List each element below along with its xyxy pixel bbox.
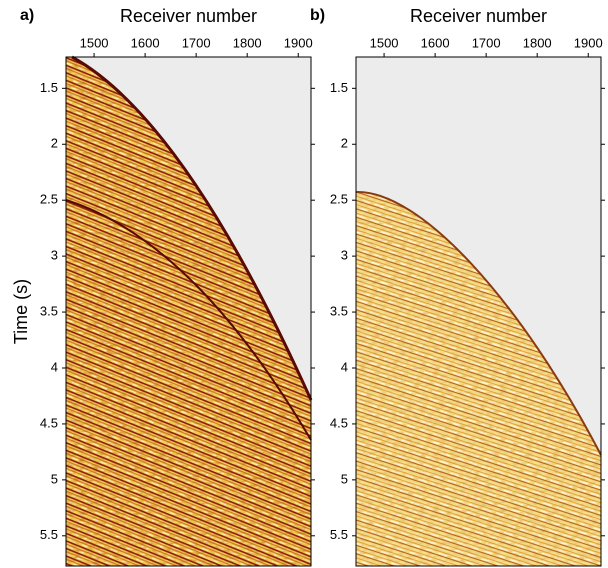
y-tick-label: 1.5	[40, 80, 58, 95]
y-tick-label: 5.5	[40, 527, 58, 542]
x-tick-label: 1700	[472, 35, 501, 50]
plot-frame	[355, 56, 602, 567]
y-tick-label: 4	[341, 359, 348, 374]
panel-label: a)	[20, 7, 34, 24]
panel-a-image	[65, 55, 313, 566]
y-tick-label: 1.5	[330, 80, 348, 95]
x-tick-label: 1500	[370, 35, 399, 50]
y-tick-label: 5	[341, 471, 348, 486]
y-tick-label: 4.5	[40, 415, 58, 430]
x-axis-label: Receiver number	[120, 6, 257, 26]
x-tick-label: 1900	[574, 35, 603, 50]
x-tick-label: 1500	[80, 35, 109, 50]
y-tick-label: 2.5	[40, 192, 58, 207]
y-tick-label: 5	[51, 471, 58, 486]
y-axis-label: Time (s)	[11, 279, 31, 344]
x-tick-label: 1800	[233, 35, 262, 50]
x-tick-label: 1600	[131, 35, 160, 50]
y-tick-label: 5.5	[330, 527, 348, 542]
x-tick-label: 1600	[421, 35, 450, 50]
x-axis-label: Receiver number	[410, 6, 547, 26]
y-tick-label: 3.5	[330, 303, 348, 318]
x-tick-label: 1800	[523, 35, 552, 50]
x-tick-label: 1700	[182, 35, 211, 50]
y-tick-label: 2	[51, 136, 58, 151]
plot-frame	[65, 56, 312, 567]
y-tick-label: 3	[341, 248, 348, 263]
y-tick-label: 4	[51, 359, 58, 374]
y-tick-label: 3	[51, 248, 58, 263]
panel-label: b)	[310, 7, 325, 24]
panel-b-image	[355, 57, 602, 567]
y-tick-label: 4.5	[330, 415, 348, 430]
y-tick-label: 2	[341, 136, 348, 151]
y-tick-label: 3.5	[40, 303, 58, 318]
x-tick-label: 1900	[284, 35, 313, 50]
y-tick-label: 2.5	[330, 192, 348, 207]
